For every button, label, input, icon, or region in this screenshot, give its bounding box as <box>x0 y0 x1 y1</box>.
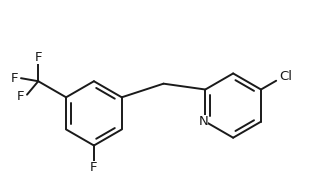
Text: F: F <box>35 51 42 64</box>
Text: N: N <box>199 115 208 128</box>
Text: Cl: Cl <box>280 70 292 83</box>
Text: F: F <box>11 72 18 85</box>
Text: F: F <box>16 90 24 103</box>
Text: F: F <box>90 161 98 174</box>
